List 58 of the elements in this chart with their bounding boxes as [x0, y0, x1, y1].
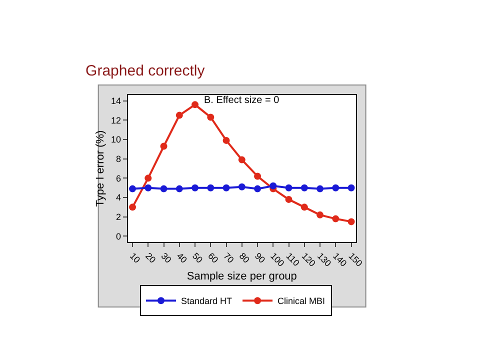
y-tick-label: 4 — [116, 192, 122, 203]
point — [129, 204, 136, 211]
legend-label: Clinical MBI — [278, 296, 326, 306]
x-tick-label: 50 — [190, 250, 205, 265]
y-tick-label: 14 — [111, 96, 122, 106]
x-tick-label: 150 — [346, 250, 364, 269]
x-axis-title: Sample size per group — [186, 270, 297, 283]
point — [207, 184, 214, 192]
point — [176, 185, 183, 192]
x-tick-label: 70 — [222, 250, 236, 265]
x-tick-label: 130 — [315, 250, 334, 269]
x-tick-label: 40 — [174, 250, 189, 265]
annotation: B. Effect size = 0 — [204, 95, 280, 106]
y-tick-label: 2 — [116, 212, 122, 222]
y-tick-label: 6 — [116, 173, 122, 184]
point — [348, 184, 355, 192]
point — [144, 184, 152, 192]
point — [160, 185, 168, 192]
point — [332, 184, 340, 192]
point — [270, 182, 277, 190]
legend-label: Standard HT — [181, 296, 233, 306]
x-tick-label: 110 — [284, 250, 302, 268]
x-tick-label: 80 — [237, 250, 252, 265]
point — [160, 142, 168, 150]
x-tick-label: 90 — [252, 250, 268, 265]
y-tick-label: 0 — [116, 231, 122, 242]
point — [144, 174, 152, 182]
point — [176, 112, 183, 119]
point — [254, 185, 262, 192]
point — [300, 204, 308, 211]
chart-title: Graphed correctly — [86, 62, 206, 80]
point — [222, 136, 230, 144]
x-tick-label: 10 — [128, 250, 142, 265]
point — [192, 184, 199, 192]
x-tick-label: 100 — [268, 250, 286, 269]
point — [300, 184, 308, 192]
point — [207, 114, 214, 121]
point — [254, 172, 262, 180]
point — [222, 184, 230, 192]
point — [332, 215, 340, 222]
y-tick-label: 8 — [116, 154, 122, 164]
point — [238, 156, 246, 164]
y-axis-title: Type I error (%) — [94, 130, 107, 207]
point — [316, 185, 324, 192]
point — [285, 184, 292, 192]
point — [192, 101, 199, 108]
point — [238, 183, 246, 190]
y-tick-label: 10 — [111, 134, 122, 145]
x-tick-label: 60 — [206, 250, 220, 265]
point — [129, 185, 136, 192]
x-tick-label: 120 — [300, 250, 318, 269]
point — [285, 196, 292, 203]
point — [348, 218, 355, 226]
x-tick-label: 140 — [331, 250, 349, 269]
y-tick-label: 12 — [111, 115, 122, 126]
x-tick-label: 20 — [144, 250, 158, 265]
point — [316, 211, 324, 218]
x-tick-label: 30 — [159, 250, 174, 265]
